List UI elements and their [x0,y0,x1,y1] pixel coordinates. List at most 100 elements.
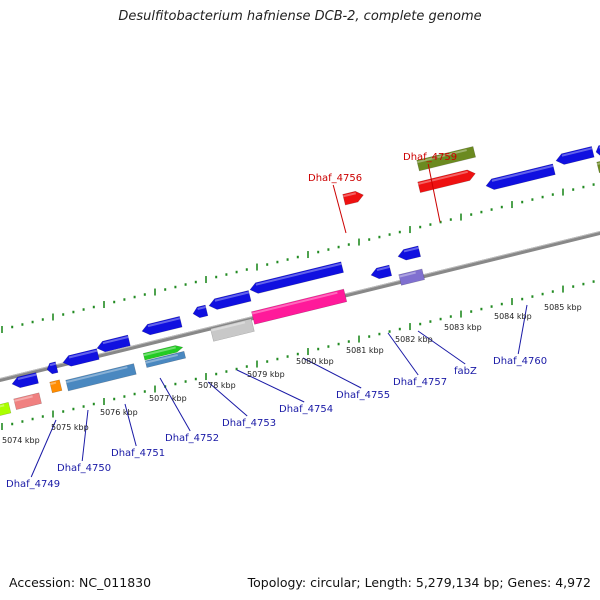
gene-arrow-dhaf-4754-shape [208,290,252,310]
gene-arrow-dhaf-4755-highlight [255,262,342,286]
gene-label-dhaf-4757: Dhaf_4757 [393,377,447,388]
gene-arrow-red-large-highlight [417,170,468,185]
gene-label-dhaf-4753: Dhaf_4753 [222,418,276,429]
gene-magenta-block-shape [251,288,348,325]
gene-arrow-small-highlight [49,362,57,367]
gene-arrow-dhaf-4751-shape [96,334,131,353]
gene-arrow-dhaf-4750-highlight [68,349,98,359]
kbp-label-5085: 5085 kbp [544,303,582,312]
gene-arrow-dhaf-4757 [370,264,393,280]
gene-grey-block [210,318,255,342]
gene-arrow-blue-right-highlight [561,147,593,157]
connector-dhaf-4752 [159,377,191,432]
kbp-label-5077: 5077 kbp [149,394,187,403]
gene-arrow-edge [595,143,600,157]
gene-arrow-small-shape [46,361,59,375]
gene-arrow-fabz [397,245,421,261]
gene-purple-block [398,268,425,286]
connector-dhaf-4753 [207,381,248,417]
gene-arrow-dhaf-4760-shape [485,163,556,190]
gene-arrow-dhaf-4754 [208,290,252,310]
gene-steelblue-block [65,363,137,392]
gene-arrow-red-large-shape [417,169,476,193]
gene-label-dhaf-4752: Dhaf_4752 [165,433,219,444]
gene-green-arrow-shape [142,345,184,361]
gene-olive-edge-highlight [596,161,600,166]
gene-label-dhaf-4759: Dhaf_4759 [403,152,457,163]
gene-arrow-dhaf-4753-highlight [197,306,207,310]
kbp-label-5079: 5079 kbp [247,370,285,379]
kbp-label-5074: 5074 kbp [2,436,40,445]
gene-arrow-dhaf-4753 [192,304,209,318]
gene-pink-block-shape [13,392,42,410]
gene-arrow-dhaf-4749-shape [11,372,39,388]
topology-info: Topology: circular; Length: 5,279,134 bp… [247,575,591,590]
gene-label-dhaf-4756: Dhaf_4756 [308,173,362,184]
gene-magenta-block-highlight [251,291,338,315]
gene-arrow-dhaf-4756-highlight [342,192,357,198]
gene-label-dhaf-4754: Dhaf_4754 [279,404,333,415]
gene-label-dhaf-4760: Dhaf_4760 [493,356,547,367]
gene-arrow-edge-shape [595,143,600,157]
kbp-label-5083: 5083 kbp [444,323,482,332]
connector-dhaf-4755 [302,357,362,389]
gene-arrow-small [46,361,59,375]
gene-arrow-dhaf-4751-highlight [102,336,129,345]
gene-arrow-dhaf-4750-shape [62,348,100,367]
gene-arrow-dhaf-4751 [96,334,131,353]
gene-arrow-red-large [417,169,476,193]
connector-dhaf-4760 [517,304,528,355]
gene-arrow-dhaf-4752-shape [141,316,183,336]
gene-steelblue-strip [144,351,186,368]
gene-arrow-fabz-shape [397,245,421,261]
gene-lime-block-highlight [0,404,5,409]
gene-arrow-dhaf-4760-highlight [491,164,554,182]
connector-dhaf-4756 [332,184,347,234]
gene-arrow-dhaf-4755 [249,261,344,294]
gene-magenta-block [251,288,348,325]
kbp-label-5075: 5075 kbp [51,423,89,432]
gene-steelblue-block-highlight [65,366,128,384]
gene-label-dhaf-4751: Dhaf_4751 [111,448,165,459]
gene-arrow-dhaf-4750 [62,348,100,367]
gene-green-arrow [142,345,184,361]
connector-fabz [417,330,466,365]
gene-arrow-dhaf-4757-shape [370,264,393,280]
connector-dhaf-4754 [236,369,305,403]
gene-steelblue-strip-highlight [145,353,178,364]
gene-lime-block [0,401,12,417]
gene-purple-block-highlight [398,271,416,278]
gene-purple-block-shape [398,268,425,286]
accession-text: Accession: NC_011830 [9,575,152,590]
gene-lime-block-shape [0,401,12,417]
kbp-label-5080: 5080 kbp [296,357,334,366]
label-connectors [30,163,528,478]
genes-layer [0,143,600,417]
gene-olive-block-dhaf-4759-highlight [416,149,467,164]
gene-labels: Dhaf_4749Dhaf_4750Dhaf_4751Dhaf_4752Dhaf… [6,152,547,490]
gene-arrow-dhaf-4757-highlight [376,265,390,272]
gene-steelblue-block-shape [65,363,137,392]
kbp-label-5084: 5084 kbp [494,312,532,321]
gene-arrow-dhaf-4755-shape [249,261,344,294]
gene-olive-block-dhaf-4759-shape [416,146,476,172]
gene-arrow-dhaf-4754-highlight [214,291,250,302]
kbp-label-5078: 5078 kbp [198,381,236,390]
gene-orange-block [49,379,63,394]
gene-orange-block-shape [49,379,63,394]
kbp-labels: 5074 kbp 5075 kbp 5076 kbp 5077 kbp 5078 kbp… [2,303,582,445]
gene-arrow-dhaf-4749 [11,372,39,388]
gene-grey-block-shape [210,318,255,342]
gene-orange-block-highlight [49,381,57,386]
gene-arrow-blue-right-shape [555,146,595,165]
kbp-label-5081: 5081 kbp [346,346,384,355]
outer-tick-ruler [1,183,595,334]
gene-steelblue-strip-shape [144,351,186,368]
connector-dhaf-4749 [30,419,57,478]
gene-arrow-blue-right [555,146,595,165]
connector-dhaf-4751 [124,403,137,447]
gene-label-dhaf-4749: Dhaf_4749 [6,479,60,490]
gene-label-fabz: fabZ [454,366,477,377]
gene-arrow-dhaf-4760 [485,163,556,190]
